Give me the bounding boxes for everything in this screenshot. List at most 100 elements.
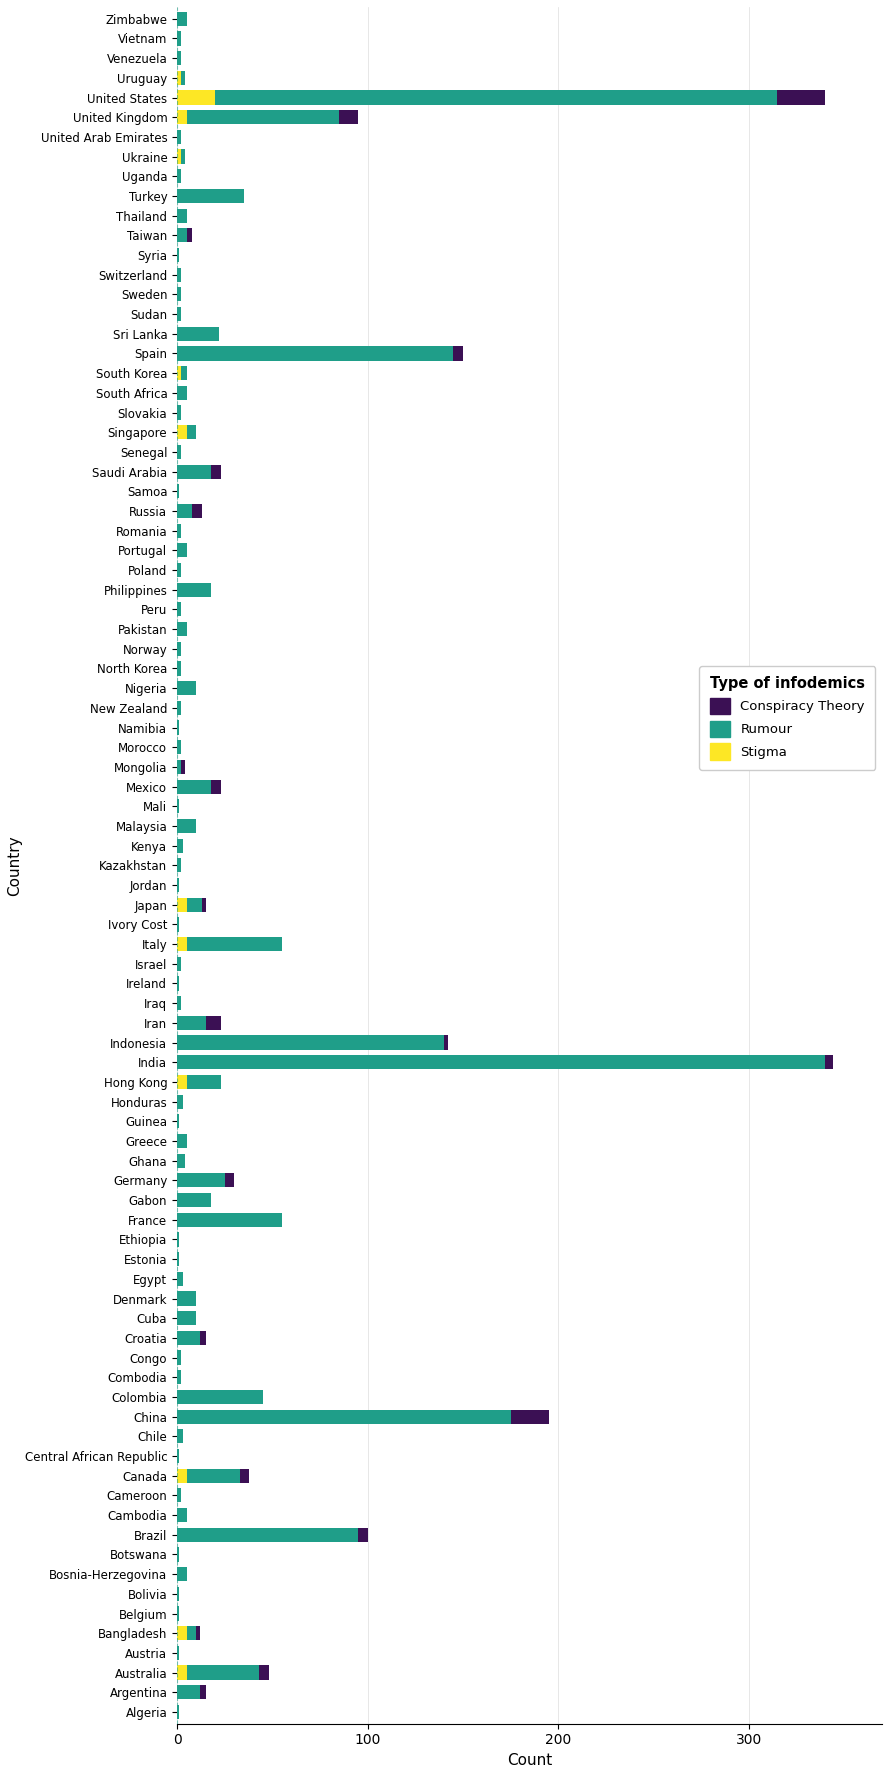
- Bar: [177, 1370, 180, 1384]
- Bar: [177, 249, 179, 263]
- Bar: [187, 937, 282, 951]
- Bar: [177, 91, 215, 105]
- Bar: [177, 682, 196, 696]
- Bar: [215, 91, 777, 105]
- Bar: [177, 838, 183, 852]
- Bar: [177, 976, 179, 990]
- Bar: [177, 1095, 183, 1109]
- Bar: [177, 1665, 187, 1679]
- Bar: [240, 1468, 250, 1482]
- Bar: [177, 799, 179, 813]
- Bar: [177, 1134, 187, 1148]
- Bar: [177, 405, 180, 419]
- Bar: [187, 1626, 196, 1640]
- Bar: [177, 268, 180, 282]
- Bar: [187, 426, 196, 438]
- Bar: [180, 71, 185, 85]
- Bar: [187, 1665, 259, 1679]
- Bar: [187, 1468, 240, 1482]
- Bar: [177, 1251, 179, 1266]
- Bar: [177, 1448, 179, 1463]
- Bar: [259, 1665, 268, 1679]
- Bar: [177, 996, 180, 1010]
- Bar: [177, 1292, 196, 1306]
- Bar: [177, 582, 212, 596]
- Bar: [202, 898, 205, 912]
- Bar: [177, 1076, 187, 1090]
- Bar: [225, 1173, 234, 1187]
- Bar: [177, 1212, 282, 1227]
- Bar: [825, 1054, 832, 1069]
- Bar: [177, 1173, 225, 1187]
- Bar: [177, 1035, 444, 1049]
- Bar: [177, 818, 196, 832]
- Bar: [200, 1331, 205, 1345]
- Bar: [177, 1626, 187, 1640]
- Bar: [339, 110, 358, 124]
- Bar: [177, 327, 219, 341]
- Bar: [177, 188, 244, 202]
- Bar: [177, 779, 212, 793]
- Bar: [196, 1626, 200, 1640]
- Bar: [177, 426, 187, 438]
- Bar: [358, 1528, 368, 1542]
- Bar: [177, 446, 180, 460]
- Bar: [177, 465, 212, 479]
- Bar: [177, 662, 180, 676]
- Bar: [177, 1528, 358, 1542]
- Bar: [177, 1232, 179, 1246]
- Bar: [187, 898, 202, 912]
- Bar: [177, 504, 192, 518]
- Bar: [177, 1487, 180, 1502]
- Bar: [177, 229, 187, 243]
- Bar: [177, 1015, 205, 1030]
- Bar: [177, 1390, 263, 1404]
- Bar: [777, 91, 825, 105]
- Bar: [177, 1567, 187, 1582]
- Bar: [177, 1409, 510, 1424]
- Bar: [180, 149, 185, 163]
- Bar: [177, 71, 180, 85]
- Bar: [177, 149, 180, 163]
- Bar: [180, 366, 187, 380]
- Bar: [510, 1409, 549, 1424]
- Bar: [177, 879, 179, 893]
- Bar: [177, 918, 179, 932]
- Bar: [177, 485, 179, 499]
- Bar: [177, 1115, 179, 1129]
- Bar: [177, 1154, 185, 1168]
- Bar: [444, 1035, 448, 1049]
- Bar: [177, 1468, 187, 1482]
- Bar: [177, 385, 187, 399]
- Bar: [177, 12, 187, 27]
- Bar: [177, 957, 180, 971]
- Bar: [177, 110, 187, 124]
- Bar: [187, 110, 339, 124]
- Bar: [177, 288, 180, 302]
- Bar: [177, 543, 187, 557]
- Bar: [212, 779, 220, 793]
- Bar: [177, 1645, 179, 1660]
- Bar: [177, 169, 180, 183]
- Bar: [177, 760, 180, 774]
- Bar: [177, 1509, 187, 1523]
- Bar: [177, 346, 453, 360]
- Bar: [177, 1704, 179, 1718]
- Bar: [177, 1548, 179, 1562]
- Bar: [177, 1271, 183, 1285]
- Bar: [177, 51, 180, 66]
- Bar: [177, 208, 187, 222]
- Bar: [205, 1015, 220, 1030]
- Bar: [177, 602, 180, 616]
- Bar: [177, 563, 180, 577]
- Bar: [177, 643, 180, 657]
- Bar: [177, 130, 180, 144]
- Bar: [200, 1684, 205, 1699]
- X-axis label: Count: Count: [507, 1754, 552, 1768]
- Bar: [177, 621, 187, 635]
- Bar: [177, 1331, 200, 1345]
- Bar: [177, 937, 187, 951]
- Bar: [177, 1587, 179, 1601]
- Bar: [453, 346, 463, 360]
- Bar: [177, 524, 180, 538]
